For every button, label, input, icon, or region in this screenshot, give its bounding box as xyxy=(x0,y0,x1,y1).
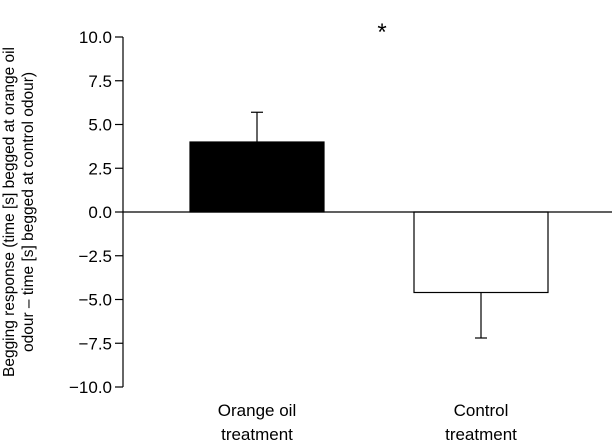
x-category-label-1: treatment xyxy=(445,425,517,443)
y-tick-label: −10.0 xyxy=(69,378,112,397)
y-tick-label: −2.5 xyxy=(78,247,112,266)
x-category-label-0: treatment xyxy=(221,425,293,443)
y-tick-label: 7.5 xyxy=(88,72,112,91)
y-tick-label: −5.0 xyxy=(78,291,112,310)
significance-annotation: * xyxy=(377,19,386,46)
x-category-label-0: Orange oil xyxy=(218,401,296,420)
y-tick-label: 2.5 xyxy=(88,159,112,178)
category-labels: Orange oil treatment Control treatment xyxy=(218,401,517,443)
y-axis-label: Begging response (time [s] begged at ora… xyxy=(1,47,37,377)
bars xyxy=(189,141,549,294)
y-tick-label: 5.0 xyxy=(88,116,112,135)
y-axis-label-line-2: odour – time [s] begged at control odour… xyxy=(20,72,37,352)
y-tick-label: −7.5 xyxy=(78,334,112,353)
error-bars xyxy=(251,111,487,339)
x-category-label-1: Control xyxy=(454,401,509,420)
bar-0 xyxy=(189,141,325,213)
y-axis-label-line-1: Begging response (time [s] begged at ora… xyxy=(1,47,18,377)
y-tick-label: 0.0 xyxy=(88,203,112,222)
y-axis-ticks: 10.0 7.5 5.0 2.5 0.0 −2.5 −5.0 −7.5 −10.0 xyxy=(69,28,123,397)
y-tick-label: 10.0 xyxy=(79,28,112,47)
bar-1 xyxy=(413,211,549,294)
